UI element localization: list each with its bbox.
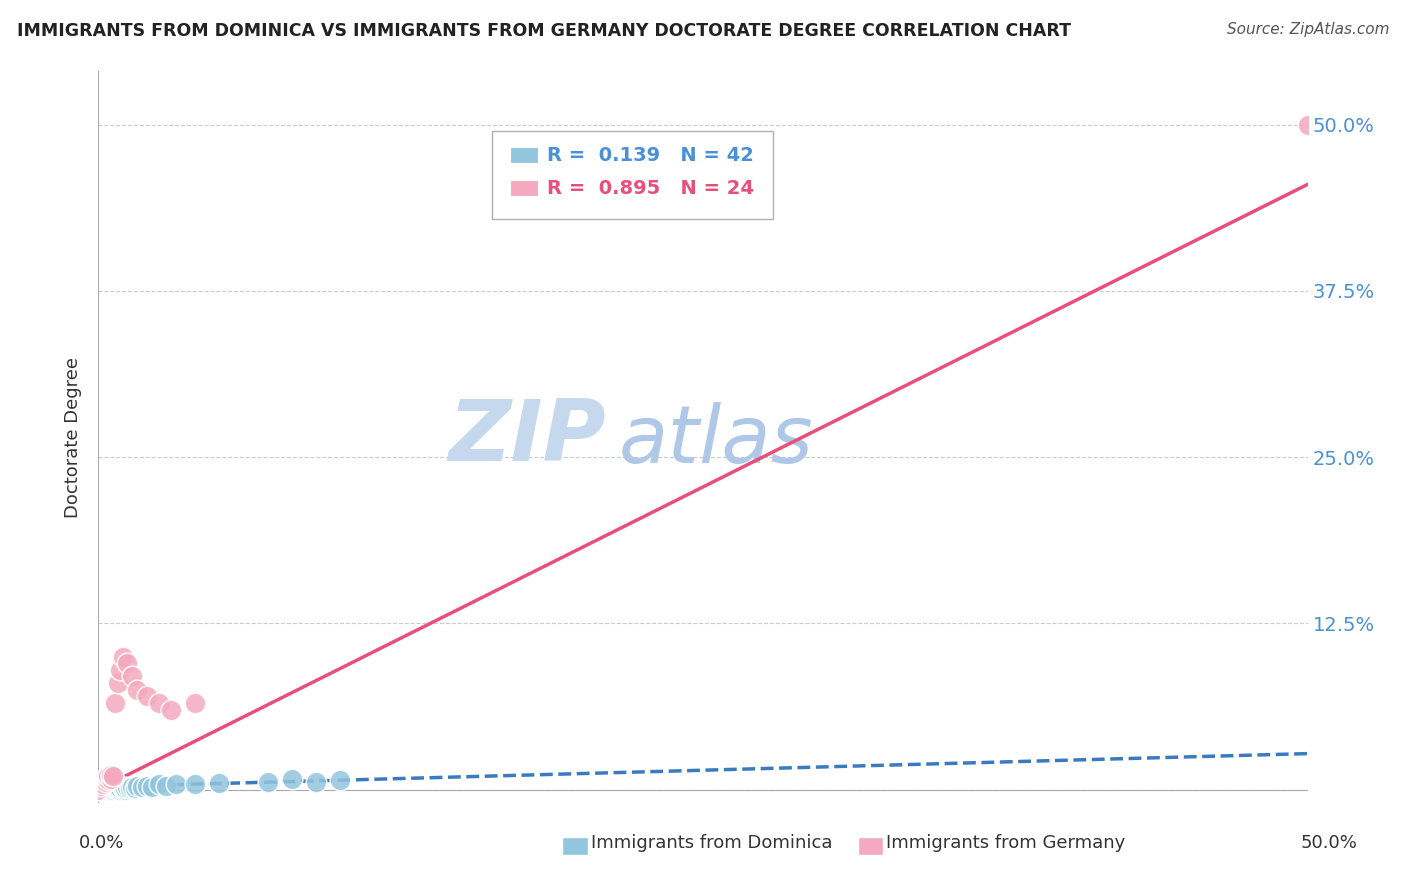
Point [305,774,328,789]
Point [114,782,136,797]
Point [100,782,122,797]
Point [141,780,163,794]
Point [256,774,278,789]
Point [87,782,110,797]
Point [131,780,153,794]
Point [97,782,120,797]
Point [148,696,170,710]
Text: IMMIGRANTS FROM DOMINICA VS IMMIGRANTS FROM GERMANY DOCTORATE DEGREE CORRELATION: IMMIGRANTS FROM DOMINICA VS IMMIGRANTS F… [17,22,1071,40]
Point [107,780,129,794]
Point [100,781,122,796]
Point [97,781,120,796]
Text: R =  0.895   N = 24: R = 0.895 N = 24 [547,178,754,198]
Point [104,780,127,794]
Point [114,781,136,796]
Point [101,782,124,797]
Point [135,779,157,793]
Point [107,782,129,797]
Point [208,776,231,790]
Point [90,781,112,796]
Point [107,676,129,690]
Text: Source: ZipAtlas.com: Source: ZipAtlas.com [1226,22,1389,37]
Point [87,782,110,797]
Point [90,779,112,793]
Point [165,777,187,791]
Point [91,782,114,797]
Point [108,782,131,797]
Text: 50.0%: 50.0% [1301,834,1357,852]
Point [94,781,117,796]
Text: ZIP: ZIP [449,395,606,479]
Point [91,777,114,791]
Point [184,696,207,710]
Point [124,781,146,796]
Text: Immigrants from Dominica: Immigrants from Dominica [591,834,832,852]
Point [108,663,131,677]
Point [121,669,143,683]
Point [90,782,112,797]
Point [135,690,157,704]
Point [117,656,139,670]
Point [91,781,114,796]
Point [148,777,170,791]
Point [101,769,124,783]
Point [100,780,122,794]
Point [117,780,139,794]
Point [127,779,149,793]
Point [329,773,352,788]
Point [91,773,114,788]
Point [94,774,117,789]
Point [111,649,134,664]
Point [281,772,304,786]
Point [100,772,122,786]
Point [121,780,143,794]
Point [160,703,183,717]
Point [155,779,177,793]
Point [94,782,117,797]
Point [94,771,117,785]
Point [97,773,120,788]
Point [97,769,120,783]
Point [127,682,149,697]
Point [100,768,122,782]
Text: 0.0%: 0.0% [79,834,124,852]
Point [111,781,134,796]
Point [108,781,131,796]
Point [111,780,134,794]
Point [104,696,127,710]
Point [104,781,127,796]
Text: R =  0.139   N = 42: R = 0.139 N = 42 [547,145,754,165]
Point [90,776,112,790]
Point [184,777,207,791]
Point [118,781,141,796]
Point [101,781,124,796]
Point [1296,118,1319,132]
Y-axis label: Doctorate Degree: Doctorate Degree [65,357,83,517]
Text: atlas: atlas [619,401,813,480]
Point [94,780,117,794]
Text: Immigrants from Germany: Immigrants from Germany [886,834,1125,852]
